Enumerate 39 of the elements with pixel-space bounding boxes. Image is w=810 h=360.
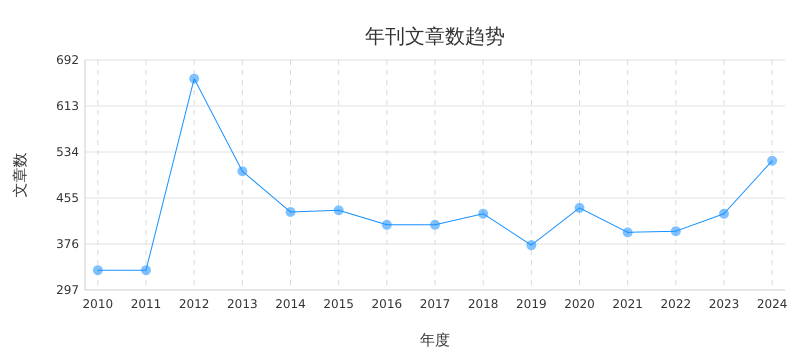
point — [237, 166, 248, 176]
point — [189, 74, 200, 84]
y-tick-label: 692 — [56, 53, 79, 67]
x-tick-label: 2024 — [756, 297, 788, 311]
point — [622, 227, 633, 238]
point — [719, 208, 729, 219]
point — [767, 156, 778, 166]
x-tick-label: 2011 — [130, 297, 162, 311]
y-tick-label: 376 — [56, 237, 79, 251]
x-tick-label: 2017 — [420, 297, 450, 311]
y-tick-label: 613 — [56, 99, 79, 113]
x-tick-label: 2010 — [82, 297, 114, 311]
x-tick-label: 2018 — [468, 297, 498, 311]
x-tick-label: 2023 — [708, 297, 740, 311]
point — [478, 208, 488, 219]
point — [141, 265, 151, 276]
point — [574, 202, 584, 213]
x-tick-label: 2016 — [372, 297, 402, 311]
y-tick-label: 455 — [56, 191, 79, 205]
x-tick-label: 2013 — [227, 297, 258, 311]
point — [670, 226, 681, 236]
chart-title: 年刊文章数趋势 — [365, 24, 505, 48]
y-tick-label: 534 — [56, 145, 79, 159]
x-tick-label: 2014 — [275, 297, 306, 311]
x-axis-title: 年度 — [420, 331, 450, 349]
point — [382, 220, 392, 230]
x-tick-label: 2020 — [564, 297, 595, 311]
point — [430, 220, 440, 230]
x-tick-label: 2015 — [323, 297, 354, 311]
x-tick-label: 2021 — [612, 297, 643, 311]
point — [286, 206, 296, 217]
point — [92, 265, 103, 276]
point — [526, 240, 536, 250]
x-tick-label: 2012 — [178, 297, 210, 311]
x-tick-label: 2019 — [516, 297, 547, 311]
y-axis-title: 文章数 — [11, 152, 29, 198]
y-tick-label: 297 — [56, 283, 79, 297]
point — [334, 205, 344, 216]
x-tick-label: 2022 — [660, 297, 692, 311]
